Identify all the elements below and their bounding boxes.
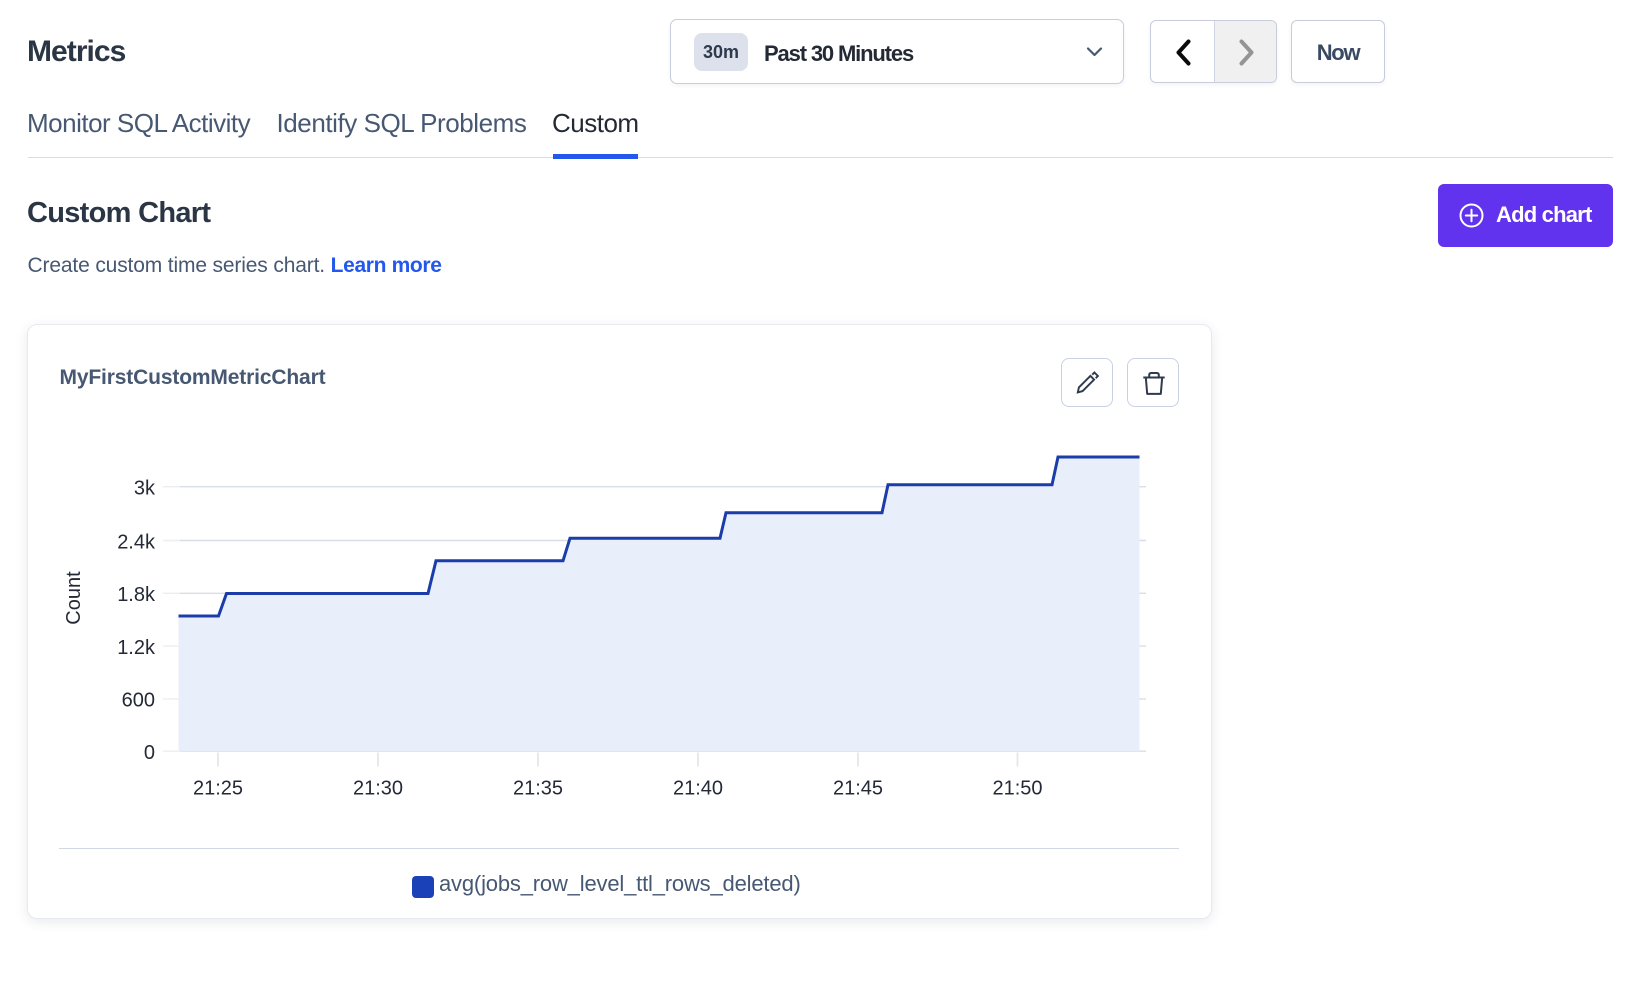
svg-text:600: 600 — [122, 690, 155, 712]
svg-text:2.4k: 2.4k — [117, 531, 156, 553]
svg-text:21:30: 21:30 — [353, 778, 403, 800]
svg-text:1.2k: 1.2k — [117, 637, 156, 659]
svg-text:21:50: 21:50 — [992, 778, 1042, 800]
svg-text:Count: Count — [63, 571, 85, 625]
svg-text:1.8k: 1.8k — [117, 584, 156, 606]
svg-text:0: 0 — [144, 742, 155, 764]
svg-text:21:40: 21:40 — [673, 778, 723, 800]
svg-text:21:45: 21:45 — [833, 778, 883, 800]
svg-text:21:35: 21:35 — [513, 778, 563, 800]
svg-text:21:25: 21:25 — [193, 778, 243, 800]
svg-text:3k: 3k — [134, 478, 156, 500]
